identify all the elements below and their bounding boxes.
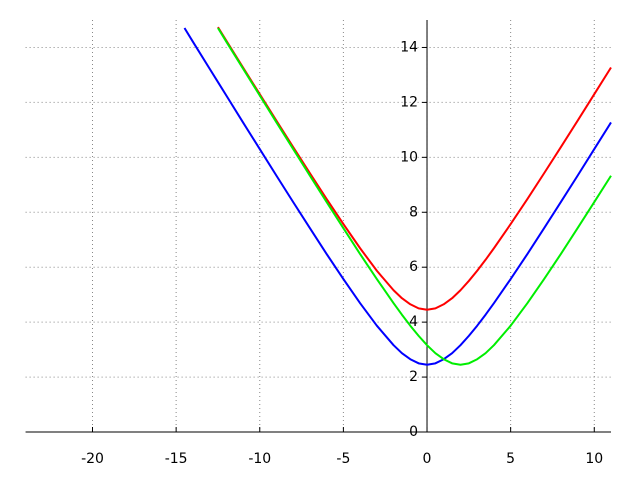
x-tick-label: -20 [81,451,104,467]
x-tick-label: -10 [248,451,271,467]
series-line [183,27,612,366]
x-tick-label: -5 [336,451,350,467]
y-tick-label: 14 [400,39,418,55]
y-tick-label: 0 [409,424,418,440]
y-tick-label: 2 [409,369,418,385]
x-tick-label: 0 [423,451,432,467]
series-line [217,27,612,366]
x-tick-label: 5 [506,451,515,467]
y-tick-label: 12 [400,94,418,110]
x-tick-label: -15 [165,451,188,467]
y-tick-label: 6 [409,259,418,275]
series-line [217,26,612,311]
y-tick-label: 4 [409,314,418,330]
y-tick-label: 8 [409,204,418,220]
y-tick-label: 10 [400,149,418,165]
x-tick-label: 10 [585,451,603,467]
